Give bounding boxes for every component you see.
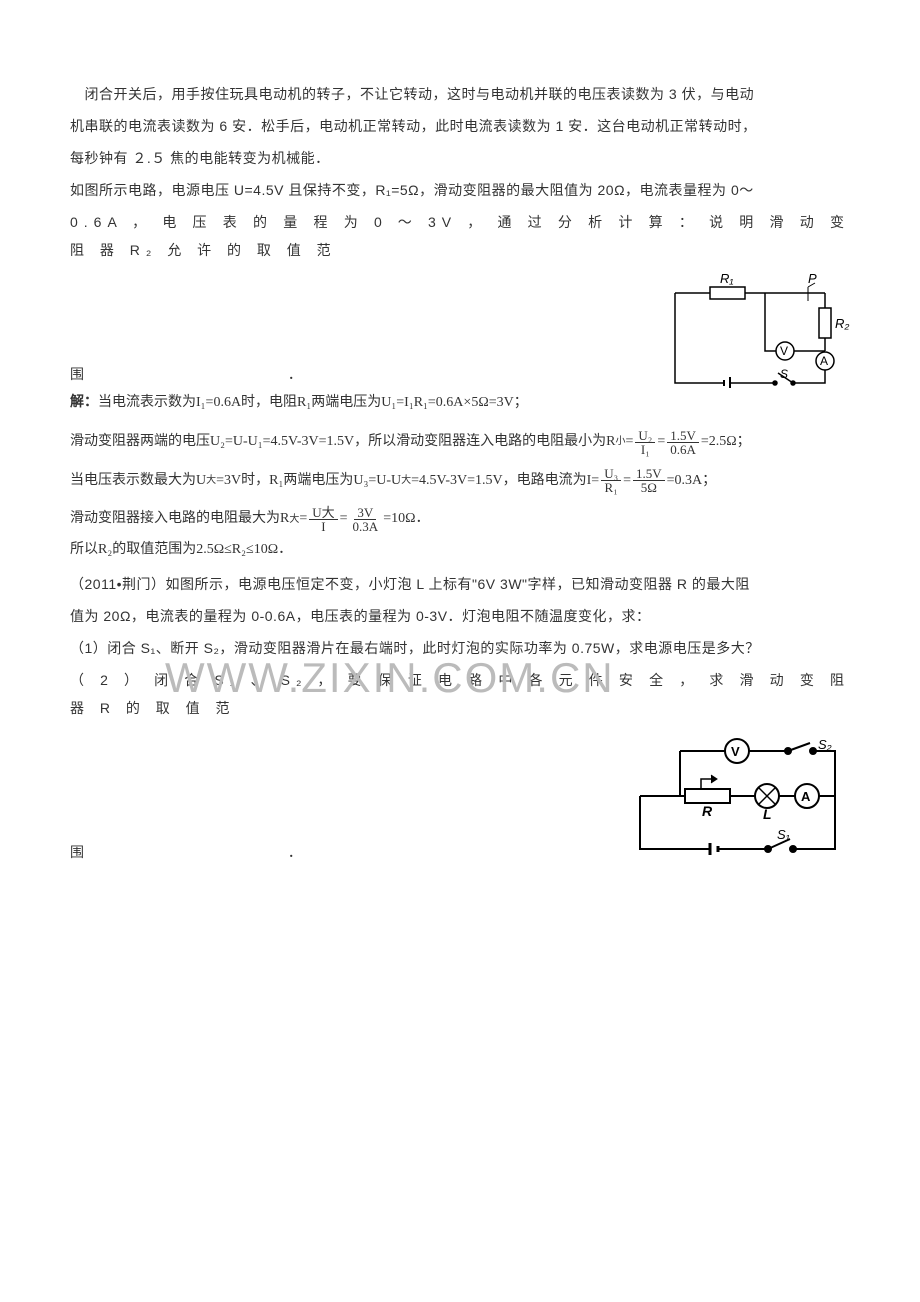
circuit-diagram-2: V S₂ R L A	[625, 731, 850, 866]
solution-line4-end: =10Ω．	[383, 504, 429, 535]
svg-text:R: R	[702, 803, 713, 819]
solution-line3-mid1: =3V时，R₁两端电压为U₃=U-U	[216, 466, 401, 497]
svg-text:A: A	[801, 789, 811, 804]
solution-line2-end: =2.5Ω；	[701, 427, 751, 458]
svg-text:V: V	[780, 344, 788, 358]
svg-text:S₂: S₂	[818, 737, 832, 752]
solution-line4-eq: =	[299, 504, 307, 535]
problem3-line4: （ 2 ） 闭 合 S₁ 、 S₂ ， 要 保 证 电 路 中 各 元 件 安 …	[70, 666, 850, 722]
problem3-line2: 值为 20Ω，电流表的量程为 0-0.6A，电压表的量程为 0-3V．灯泡电阻不…	[70, 602, 850, 630]
svg-text:A: A	[820, 354, 828, 368]
problem2-dot: ．	[288, 366, 302, 382]
svg-text:S₁: S₁	[777, 827, 790, 842]
solution-line3-sub2: 大	[401, 470, 411, 492]
svg-text:R₁: R₁	[720, 273, 734, 286]
solution-line3-eq: =	[623, 466, 631, 497]
problem1-line3: 每秒钟有 ２.５ 焦的电能转变为机械能．	[70, 144, 850, 172]
solution-line3-prefix: 当电压表示数最大为U	[70, 466, 206, 497]
svg-text:L: L	[763, 806, 772, 822]
problem3-line1: （2011•荆门）如图所示，电源电压恒定不变，小灯泡 L 上标有"6V 3W"字…	[70, 570, 850, 598]
fraction-6: 3V 0.3A	[350, 506, 382, 533]
solution-line4-eq2: =	[340, 504, 348, 535]
solution-line1: 当电流表示数为I₁=0.6A时，电阻R₁两端电压为U₁=I₁R₁=0.6A×5Ω…	[98, 388, 528, 419]
solution-line5: 所以R₂的取值范围为2.5Ω≤R₂≤10Ω．	[70, 535, 850, 566]
solution-line2-eq: =	[626, 427, 634, 458]
problem2-wei: 围	[70, 366, 84, 382]
solution-line2-sub: 小	[616, 431, 626, 453]
svg-text:P: P	[808, 273, 817, 286]
solution-line2-eq2: =	[657, 427, 665, 458]
problem2-line1: 如图所示电路，电源电压 U=4.5V 且保持不变，R₁=5Ω，滑动变阻器的最大阻…	[70, 176, 850, 204]
problem1-line2: 机串联的电流表读数为 6 安．松手后，电动机正常转动，此时电流表读数为 1 安．…	[70, 112, 850, 140]
solution-line4-sub: 大	[289, 509, 299, 531]
circuit-diagram-1: R₁ P R₂ V A S	[660, 273, 850, 388]
problem3-wei: 围	[70, 844, 84, 860]
fraction-4: 1.5V 5Ω	[633, 467, 665, 494]
problem3-dot: ．	[288, 844, 302, 860]
fraction-3: U₃ R₁	[601, 467, 621, 494]
solution-line4-prefix: 滑动变阻器接入电路的电阻最大为R	[70, 504, 289, 535]
svg-text:S: S	[780, 367, 788, 381]
fraction-5: U大 I	[309, 506, 337, 533]
solution-line3-mid2: =4.5V-3V=1.5V，电路电流为I=	[411, 466, 599, 497]
fraction-1: U₂ I₁	[635, 429, 655, 456]
svg-text:R₂: R₂	[835, 316, 849, 331]
solution-line2-prefix: 滑动变阻器两端的电压U₂=U-U₁=4.5V-3V=1.5V，所以滑动变阻器连入…	[70, 427, 616, 458]
solution-line3-end: =0.3A；	[667, 466, 717, 497]
fraction-2: 1.5V 0.6A	[667, 429, 699, 456]
problem2-line2: 0.6A ， 电 压 表 的 量 程 为 0 ～ 3V ， 通 过 分 析 计 …	[70, 208, 850, 264]
problem1-line1: 闭合开关后，用手按住玩具电动机的转子，不让它转动，这时与电动机并联的电压表读数为…	[70, 80, 850, 108]
solution-line3-sub1: 大	[206, 470, 216, 492]
solution-prefix: 解：	[70, 388, 98, 419]
svg-text:V: V	[731, 744, 740, 759]
solution-block: 解： 当电流表示数为I₁=0.6A时，电阻R₁两端电压为U₁=I₁R₁=0.6A…	[70, 388, 850, 566]
problem3-line3: （1）闭合 S₁、断开 S₂，滑动变阻器滑片在最右端时，此时灯泡的实际功率为 0…	[70, 634, 850, 662]
